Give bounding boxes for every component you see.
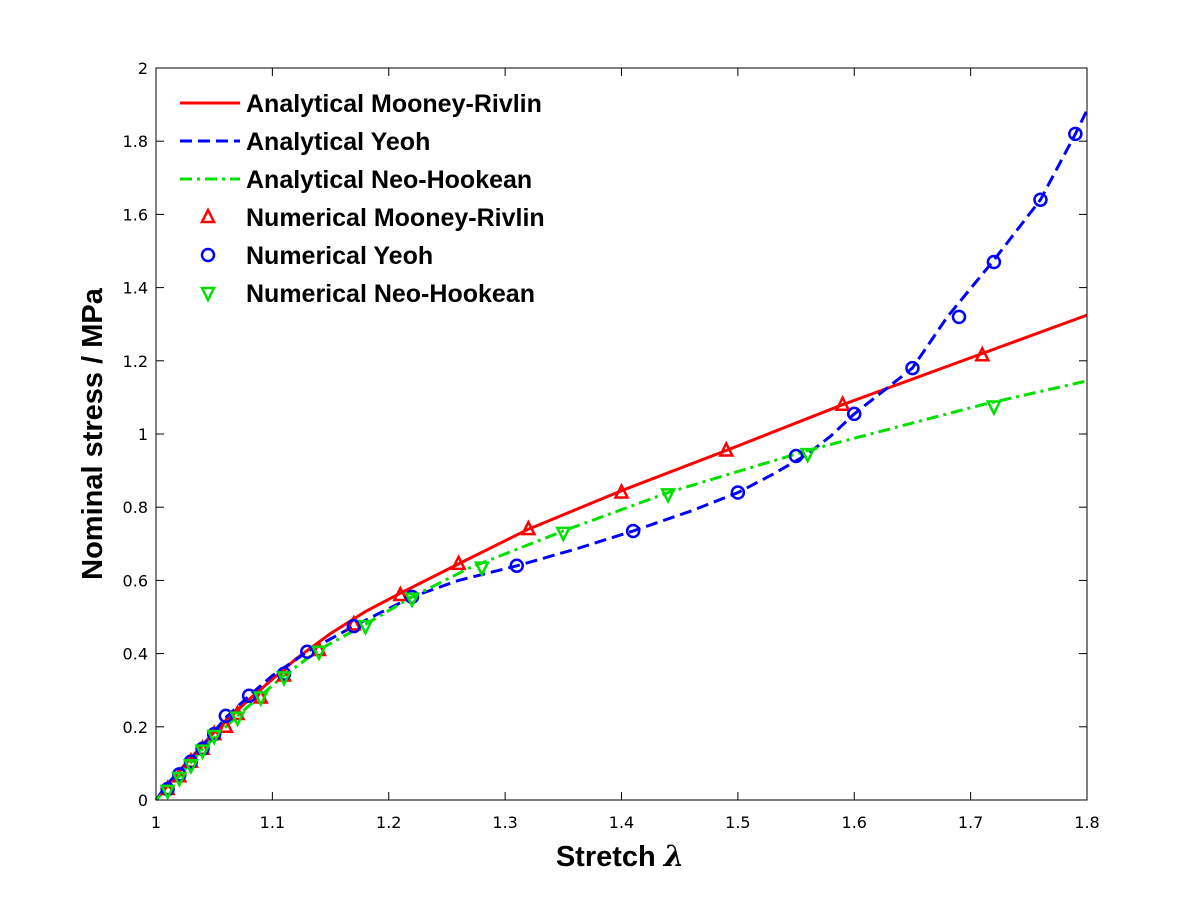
- y-tick-label: 1.8: [123, 132, 148, 151]
- data-point: [275, 671, 293, 688]
- legend-label: Numerical Yeoh: [246, 242, 433, 270]
- x-tick-label: 1.6: [842, 813, 867, 832]
- x-tick-label: 1.2: [376, 813, 401, 832]
- data-point: [159, 784, 176, 801]
- legend-label: Numerical Neo-Hookean: [246, 280, 535, 308]
- x-tick-label: 1.5: [725, 813, 750, 832]
- legend-entry: Analytical Yeoh: [180, 128, 430, 156]
- data-point: [229, 711, 246, 728]
- data-point: [1033, 192, 1048, 208]
- data-point: [206, 726, 222, 742]
- x-tick-label: 1.8: [1074, 813, 1099, 832]
- series-line: [154, 379, 1088, 802]
- x-axis-title-symbol: λ: [662, 839, 684, 873]
- data-point: [799, 447, 816, 464]
- y-tick-label: 1.2: [123, 352, 148, 371]
- x-tick-label: 1.3: [492, 813, 517, 832]
- legend-marker-sample: [199, 207, 217, 224]
- y-tick-label: 0.2: [123, 718, 148, 737]
- data-point: [986, 254, 1002, 270]
- data-point: [182, 758, 199, 776]
- data-point: [788, 448, 804, 464]
- data-point: [345, 614, 362, 631]
- data-point: [905, 360, 920, 376]
- data-point: [951, 309, 967, 325]
- data-point: [613, 482, 630, 499]
- data-point: [252, 691, 269, 708]
- data-point: [160, 781, 175, 797]
- series-5: [159, 400, 1002, 801]
- data-point: [310, 645, 327, 662]
- legend-label: Analytical Yeoh: [246, 128, 430, 156]
- y-tick-label: 0.8: [123, 498, 148, 517]
- x-axis-ticks: 1 1.1 1.2 1.3 1.4 1.5 1.6 1.7 1.8: [151, 68, 1100, 832]
- legend-entry: Numerical Mooney-Rivlin: [199, 204, 545, 232]
- data-point: [194, 744, 211, 761]
- data-point: [206, 729, 223, 746]
- legend-entry: Analytical Neo-Hookean: [180, 166, 532, 194]
- data-point: [730, 485, 746, 500]
- data-point: [834, 394, 851, 411]
- y-tick-label: 1: [138, 425, 148, 444]
- legend-entry: Numerical Yeoh: [200, 242, 433, 270]
- x-axis-title: Stretch λ: [556, 839, 684, 873]
- y-axis-title: Nominal stress / MPa: [77, 287, 109, 580]
- data-point: [404, 592, 421, 609]
- data-point: [171, 771, 188, 788]
- x-tick-label: 1: [151, 813, 161, 832]
- series-layer: [154, 109, 1089, 802]
- legend-marker-sample: [199, 286, 217, 303]
- data-point: [718, 440, 735, 457]
- data-point: [310, 640, 327, 657]
- data-point: [473, 561, 490, 578]
- x-tick-label: 1.1: [260, 813, 285, 832]
- data-point: [392, 585, 409, 602]
- data-point: [404, 589, 420, 605]
- data-point: [847, 406, 862, 422]
- data-point: [300, 644, 315, 660]
- x-tick-label: 1.7: [958, 813, 983, 832]
- legend: Analytical Mooney-Rivlin Analytical Yeoh A…: [180, 90, 545, 308]
- legend-marker-sample: [200, 247, 216, 263]
- data-point: [346, 618, 362, 634]
- legend-label: Analytical Mooney-Rivlin: [246, 90, 542, 118]
- y-tick-label: 0.4: [123, 645, 148, 664]
- data-point: [195, 741, 210, 757]
- data-point: [217, 717, 234, 734]
- data-point: [985, 400, 1002, 417]
- x-axis-title-text: Stretch: [556, 841, 656, 873]
- legend-entry: Analytical Mooney-Rivlin: [180, 90, 542, 118]
- y-tick-label: 1.6: [123, 205, 148, 224]
- y-tick-label: 1.4: [123, 279, 148, 298]
- x-tick-label: 1.4: [609, 813, 634, 832]
- data-point: [555, 526, 572, 543]
- y-axis-ticks: 0 0.2 0.4 0.6 0.8 1 1.2 1.4 1.6 1.8 2: [123, 59, 1087, 810]
- y-tick-label: 0.6: [123, 571, 148, 590]
- data-point: [450, 554, 467, 571]
- y-tick-label: 2: [138, 59, 148, 78]
- data-point: [660, 488, 677, 505]
- legend-entry: Numerical Neo-Hookean: [199, 280, 535, 308]
- legend-label: Numerical Mooney-Rivlin: [246, 204, 545, 232]
- series-2: [154, 379, 1088, 802]
- y-tick-label: 0: [138, 791, 148, 810]
- data-point: [509, 558, 525, 574]
- data-point: [357, 619, 374, 636]
- data-point: [1068, 126, 1083, 142]
- legend-label: Analytical Neo-Hookean: [246, 166, 532, 194]
- data-point: [625, 523, 641, 539]
- data-point: [974, 345, 991, 362]
- data-point: [520, 519, 537, 536]
